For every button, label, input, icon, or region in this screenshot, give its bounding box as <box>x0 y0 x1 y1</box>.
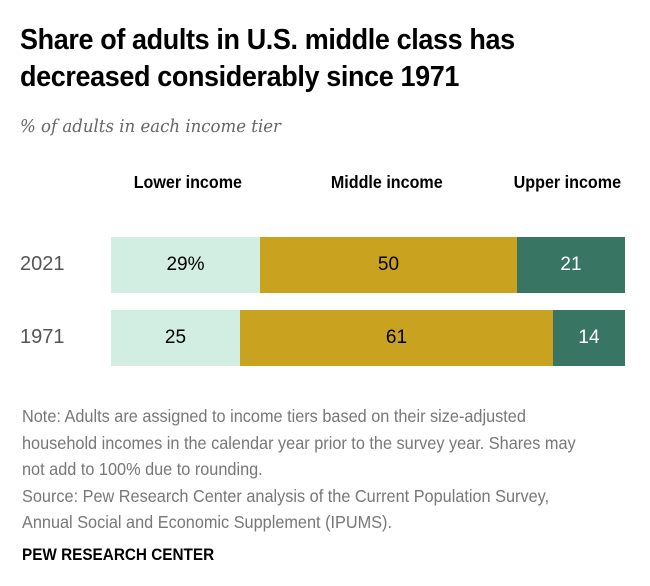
note-text: Note: Adults are assigned to income tier… <box>22 406 576 479</box>
bar-segment-lower-income-1971: 25 <box>111 310 240 366</box>
stacked-bar-chart: Lower income Middle income Upper income 202… <box>20 172 625 366</box>
data-label: 50 <box>377 254 400 275</box>
legend-label-lower-income: Lower income <box>133 172 242 192</box>
bar-segment-upper-income-1971: 14 <box>553 310 625 366</box>
category-label-1971: 1971 <box>20 326 65 348</box>
bar-segment-lower-income-2021: 29% <box>111 237 260 293</box>
data-label: 21 <box>560 254 582 275</box>
bar-segment-middle-income-1971: 61 <box>240 310 553 366</box>
legend-label-middle-income: Middle income <box>330 172 443 192</box>
chart-title: Share of adults in U.S. middle class has… <box>20 24 515 93</box>
source-text: Source: Pew Research Center analysis of … <box>22 485 550 533</box>
bar-segment-middle-income-2021: 50 <box>260 237 517 293</box>
data-label: 14 <box>578 327 600 348</box>
category-label-2021: 2021 <box>20 253 65 275</box>
legend-label-upper-income: Upper income <box>513 172 622 192</box>
brand-logo-text: PEW RESEARCH CENTER <box>22 545 215 564</box>
data-label: 61 <box>385 327 408 348</box>
notes: Note: Adults are assigned to income tier… <box>22 403 599 536</box>
bar-segment-upper-income-2021: 21 <box>517 237 625 293</box>
chart-subtitle: % of adults in each income tier <box>20 116 281 137</box>
data-label: 29% <box>166 254 205 275</box>
data-label: 25 <box>164 327 187 348</box>
